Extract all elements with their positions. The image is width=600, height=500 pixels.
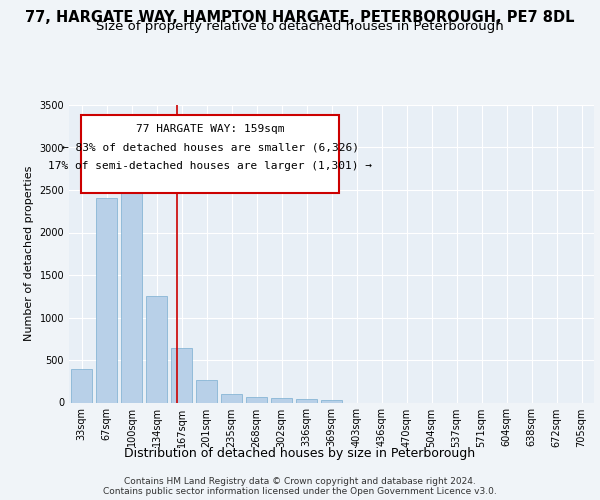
Bar [321,400,342,402]
Text: 17% of semi-detached houses are larger (1,301) →: 17% of semi-detached houses are larger (… [48,161,372,171]
Text: Distribution of detached houses by size in Peterborough: Distribution of detached houses by size … [124,448,476,460]
Bar [146,296,167,403]
Text: Contains HM Land Registry data © Crown copyright and database right 2024.: Contains HM Land Registry data © Crown c… [124,478,476,486]
Bar [196,380,217,402]
Bar [96,198,117,402]
Bar [121,182,142,402]
Y-axis label: Number of detached properties: Number of detached properties [24,166,34,342]
Text: 77 HARGATE WAY: 159sqm: 77 HARGATE WAY: 159sqm [136,124,284,134]
Bar [246,398,267,402]
Text: Contains public sector information licensed under the Open Government Licence v3: Contains public sector information licen… [103,488,497,496]
Bar [296,399,317,402]
Bar [71,370,92,402]
Text: ← 83% of detached houses are smaller (6,326): ← 83% of detached houses are smaller (6,… [62,142,359,152]
Bar [271,398,292,402]
Text: Size of property relative to detached houses in Peterborough: Size of property relative to detached ho… [96,20,504,33]
Text: 77, HARGATE WAY, HAMPTON HARGATE, PETERBOROUGH, PE7 8DL: 77, HARGATE WAY, HAMPTON HARGATE, PETERB… [25,10,575,25]
Bar [171,348,192,403]
Bar [221,394,242,402]
